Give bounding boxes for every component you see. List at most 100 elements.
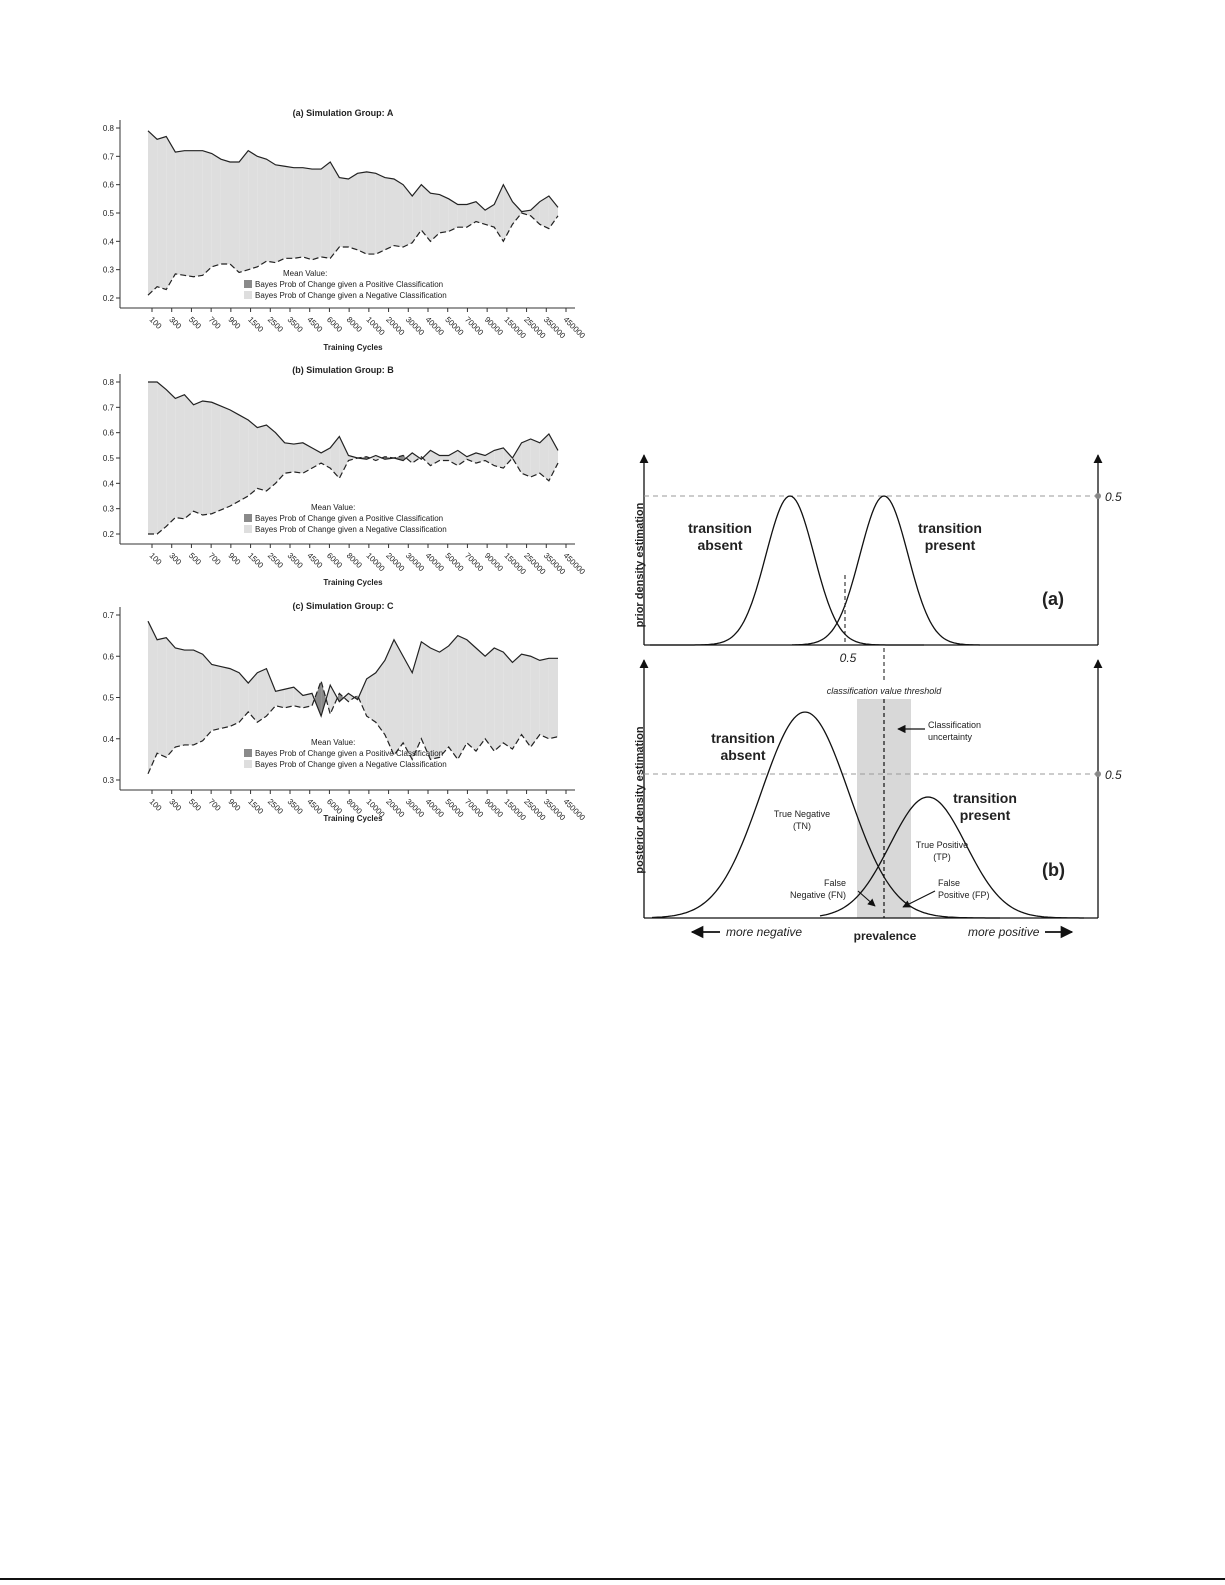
tn-label-line2: (TN) [793,821,811,831]
legend: Mean Value: Bayes Prob of Change given a… [244,269,447,300]
x-tick-label: 2500 [266,797,285,816]
legend-entry-positive: Bayes Prob of Change given a Positive Cl… [255,749,443,758]
x-tick-label: 10000 [364,315,386,337]
legend-swatch-positive [244,280,252,288]
y-tick-label: 0.5 [103,454,115,463]
fn-label-line2: Negative (FN) [790,890,846,900]
area-band [339,693,344,702]
chart-title: (b) Simulation Group: B [292,365,394,375]
posterior-density-panel: 0.5 classification value threshold Class… [634,659,1122,943]
area-band [220,666,230,729]
x-tick-label: 30000 [404,797,426,819]
x-tick-label: 30000 [404,315,426,337]
x-tick-label: 40000 [424,315,446,337]
fp-label-line2: Positive (FP) [938,890,990,900]
x-tick-label: 450000 [562,551,588,577]
area-band [266,425,276,491]
area-band [284,442,294,474]
x-tick-label: 500 [187,551,203,567]
uncertainty-label-line1: Classification [928,720,981,730]
x-tick-label: 90000 [483,315,505,337]
area-band [211,402,221,514]
area-band [548,658,558,739]
area-band [211,664,221,731]
area-band [275,689,285,708]
area-band [321,681,327,717]
area-band [539,196,549,229]
y-tick-label: 0.6 [103,181,115,190]
label-transition-present-line2: present [960,807,1011,823]
curve-transition-present [819,796,1084,919]
x-tick-label: 70000 [463,315,485,337]
area-band [384,639,394,756]
area-band [220,406,230,510]
area-band [211,153,221,267]
chart-title: (c) Simulation Group: C [293,601,394,611]
area-band [348,693,355,702]
x-tick-label: 70000 [463,551,485,573]
legend-swatch-positive [244,749,252,757]
y-tick-label: 0.8 [103,378,115,387]
x-tick-label: 10000 [364,551,386,573]
area-band [193,650,203,745]
area-band [439,645,449,758]
area-band [530,656,540,747]
area-band [503,184,513,242]
y-tick-label: 0.8 [103,124,115,133]
reference-label: 0.5 [1105,490,1122,504]
area-band [184,650,194,745]
area-band [248,672,258,723]
area-band [239,672,249,723]
area-band [476,648,486,752]
x-tick-label: 700 [207,551,223,567]
y-tick-label: 0.3 [103,505,115,514]
area-band [330,162,340,259]
area-band [494,648,504,752]
area-band [476,452,486,464]
label-transition-present-line2: present [925,537,976,553]
area-band [175,150,185,276]
x-axis-label: prevalence [854,929,917,943]
x-tick-label: 300 [167,551,183,567]
area-band [321,447,331,469]
area-band [157,637,167,758]
area-band [358,678,367,717]
x-tick-label: 1500 [246,315,265,334]
area-band [275,432,285,484]
area-band [266,668,276,717]
area-band [257,425,267,491]
area-band [157,136,167,290]
area-band [421,184,431,242]
area-band [430,648,440,760]
area-band [302,693,312,708]
area-band [166,637,176,758]
curve-transition-absent [651,711,1000,919]
right-arrow-label: more positive [968,925,1040,939]
area-band [184,150,194,277]
classification-uncertainty-band [857,699,911,918]
x-tick-label: 300 [167,315,183,331]
x-tick-label: 1500 [246,551,265,570]
x-tick-label: 20000 [384,551,406,573]
area-band [193,150,203,277]
area-band [321,162,331,259]
area-band [312,169,322,260]
area-band [548,433,558,481]
area-band [275,164,285,263]
y-tick-label: 0.4 [103,479,115,488]
y-tick-label: 0.7 [103,403,115,412]
area-band [394,639,404,756]
area-band [248,150,258,270]
y-tick-label: 0.6 [103,429,115,438]
area-band [248,420,258,496]
x-tick-label: 900 [226,315,242,331]
area-band [439,455,449,461]
area-band [494,184,504,242]
y-axis-label: posterior density estimation [634,726,646,874]
area-band [293,167,303,259]
area-band [403,656,413,760]
x-tick-label: 3500 [286,315,305,334]
legend-swatch-positive [244,514,252,522]
fp-label-line1: False [938,878,960,888]
area-band [202,401,212,515]
